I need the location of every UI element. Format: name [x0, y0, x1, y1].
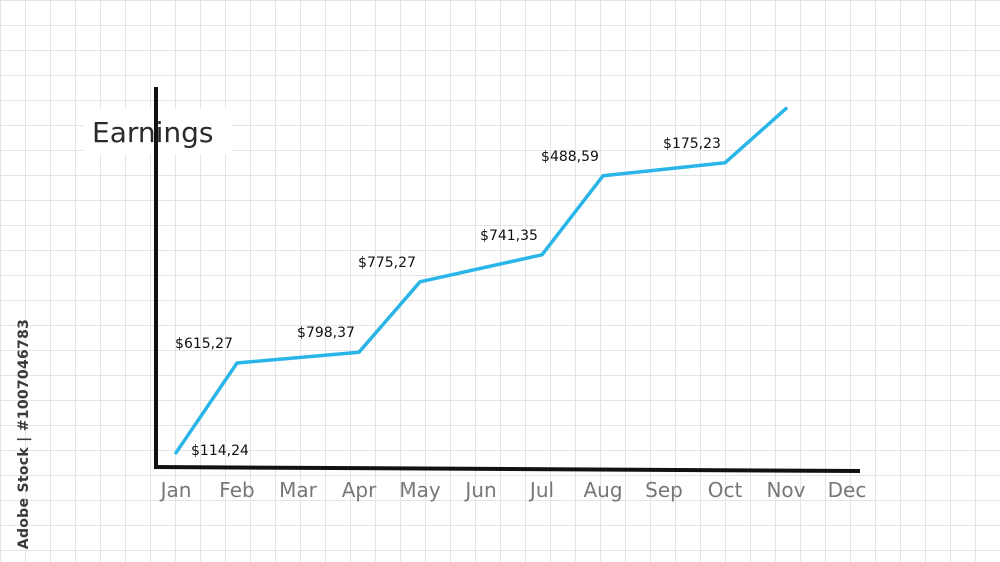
- x-tick-label-dec: Dec: [828, 478, 867, 502]
- x-tick-label-aug: Aug: [583, 478, 622, 502]
- x-tick-label-mar: Mar: [279, 478, 318, 502]
- earnings-series-line: [174, 106, 788, 455]
- x-tick-label-oct: Oct: [708, 478, 743, 502]
- data-label-feb: $615,27: [175, 336, 233, 352]
- x-tick-label-may: May: [399, 478, 441, 502]
- adobe-stock-watermark: Adobe Stock | #1007046783: [16, 318, 32, 550]
- x-tick-label-sep: Sep: [645, 478, 683, 502]
- x-tick-label-nov: Nov: [766, 478, 805, 502]
- data-label-jan: $114,24: [191, 443, 249, 459]
- data-label-jul: $741,35: [480, 228, 538, 244]
- x-axis-line: [153, 465, 861, 473]
- data-label-aug: $488,59: [541, 149, 599, 165]
- data-label-may: $775,27: [358, 255, 416, 271]
- x-tick-label-feb: Feb: [219, 478, 254, 502]
- x-tick-label-apr: Apr: [342, 478, 377, 502]
- data-label-oct: $175,23: [663, 136, 721, 152]
- chart-title: Earnings: [92, 116, 214, 149]
- data-label-apr: $798,37: [297, 325, 355, 341]
- x-tick-label-jun: Jun: [463, 478, 496, 502]
- x-tick-label-jan: Jan: [159, 478, 192, 502]
- x-tick-label-jul: Jul: [528, 478, 554, 502]
